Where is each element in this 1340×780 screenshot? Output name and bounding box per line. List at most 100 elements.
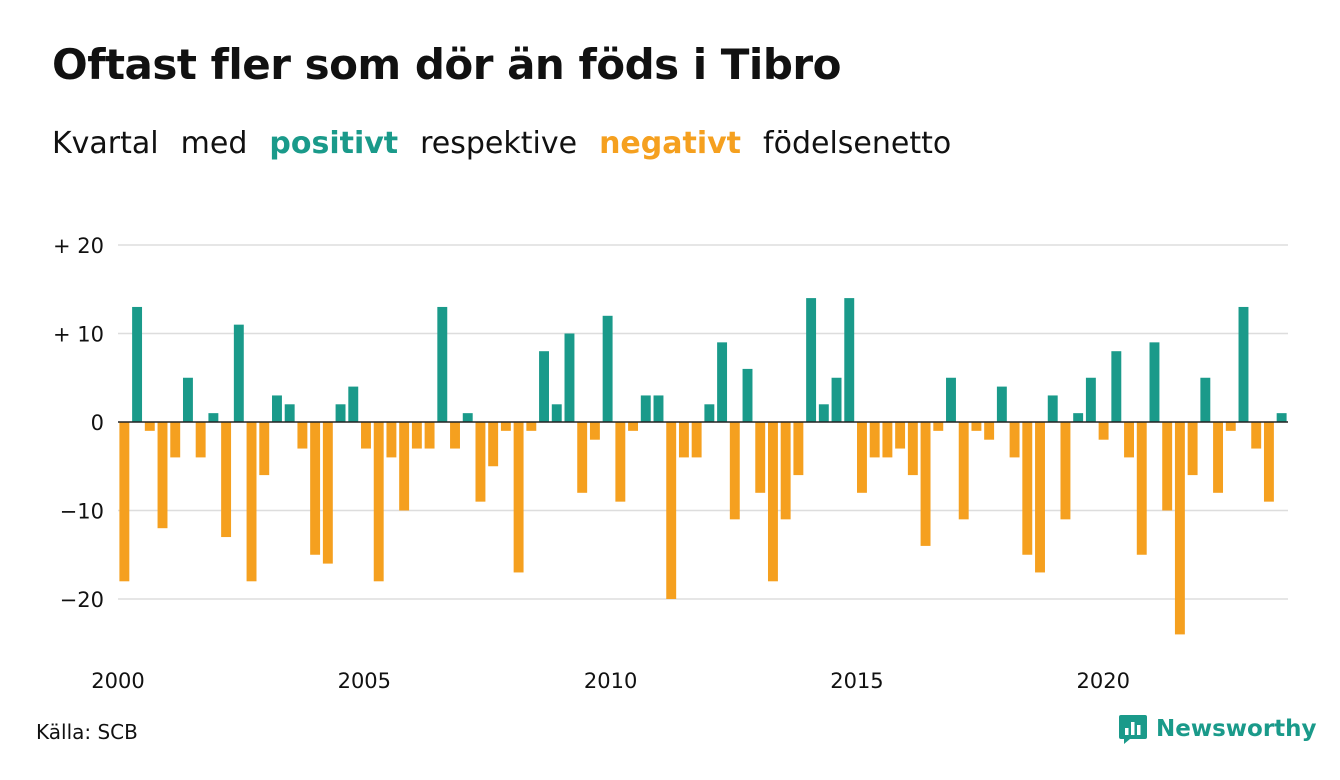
bar-2018-q4	[1073, 413, 1084, 422]
bar-2000-q3	[144, 422, 155, 431]
bar-2007-q4	[513, 422, 524, 573]
bar-2017-q3	[1009, 422, 1020, 458]
bar-2003-q2	[284, 404, 295, 422]
bar-2021-q1	[1187, 422, 1198, 476]
bar-2009-q3	[602, 315, 613, 422]
bar-2005-q3	[399, 422, 410, 511]
bar-2001-q3	[195, 422, 206, 458]
newsworthy-logo-icon	[1119, 715, 1147, 744]
bar-2014-q1	[831, 377, 842, 422]
brand-logo: Newsworthy	[1118, 713, 1317, 745]
bar-2018-q1	[1035, 422, 1045, 573]
bar-2007-q3	[500, 422, 511, 431]
bar-2002-q1	[221, 422, 232, 538]
x-tick-label: 2000	[91, 669, 144, 693]
axes: + 20 + 10 0 −10 −20 2000 2005 2010 2015 2020	[53, 234, 1288, 693]
bar-2014-q3	[857, 422, 867, 493]
bar-2011-q3	[704, 404, 715, 422]
bar-2011-q1	[678, 422, 689, 458]
bar-2010-q2	[640, 395, 651, 422]
legend-negative-label: negativt	[599, 126, 742, 161]
bar-2001-q1	[170, 422, 181, 458]
bar-2006-q2	[437, 306, 448, 422]
bar-2019-q2	[1098, 422, 1109, 440]
bar-2015-q2	[895, 422, 906, 449]
bar-2017-q4	[1022, 422, 1033, 555]
legend-positive-label: positivt	[269, 126, 399, 161]
bar-2013-q2	[793, 422, 804, 476]
bar-2011-q4	[717, 342, 728, 422]
bar-2007-q2	[488, 422, 499, 467]
bar-2012-q4	[767, 422, 778, 582]
x-tick-label: 2010	[584, 669, 637, 693]
brand-name: Newsworthy	[1156, 716, 1317, 742]
bar-2000-q2	[132, 306, 143, 422]
bar-2004-q2	[335, 404, 346, 422]
bars	[119, 298, 1287, 635]
bar-2005-q2	[386, 422, 397, 458]
bar-2012-q2	[742, 368, 753, 422]
subtitle-word-respektive: respektive	[420, 126, 578, 161]
bar-2010-q3	[653, 395, 664, 422]
bar-2008-q3	[551, 404, 562, 422]
chart-subtitle: Kvartal med positivt respektive negativt föde…	[52, 126, 973, 161]
bar-2013-q4	[818, 404, 829, 422]
bar-2003-q4	[310, 422, 321, 555]
bar-2012-q3	[755, 422, 766, 493]
bar-2016-q2	[946, 377, 956, 422]
y-tick-label: −10	[60, 500, 104, 524]
bar-2020-q1	[1136, 422, 1147, 555]
bar-2017-q1	[984, 422, 995, 440]
bar-2001-q2	[182, 377, 193, 422]
bar-2013-q1	[780, 422, 791, 520]
subtitle-word-med: med	[180, 126, 248, 161]
bar-2000-q1	[119, 422, 130, 582]
bar-2009-q4	[615, 422, 626, 502]
bar-2021-q2	[1200, 377, 1211, 422]
bar-2022-q1	[1238, 306, 1249, 422]
bar-2000-q4	[157, 422, 168, 529]
bar-2016-q1	[933, 422, 944, 431]
bar-2010-q1	[628, 422, 639, 431]
bar-2007-q1	[475, 422, 486, 502]
bar-2011-q2	[691, 422, 702, 458]
bar-2006-q1	[424, 422, 435, 449]
bar-2020-q3	[1162, 422, 1173, 511]
source-note: Källa: SCB	[36, 720, 138, 744]
bar-2003-q3	[297, 422, 308, 449]
bar-2014-q4	[869, 422, 880, 458]
bar-2002-q4	[259, 422, 270, 476]
y-tick-label: −20	[60, 588, 104, 612]
y-tick-label: + 10	[53, 323, 104, 347]
y-tick-label: + 20	[53, 234, 104, 258]
bar-2019-q3	[1111, 351, 1122, 422]
bar-2022-q2	[1251, 422, 1262, 449]
x-tick-label: 2020	[1077, 669, 1130, 693]
x-tick-label: 2005	[338, 669, 391, 693]
bar-2004-q1	[322, 422, 333, 564]
bar-2001-q4	[208, 413, 219, 422]
bar-2021-q4	[1225, 422, 1236, 431]
bar-2020-q4	[1174, 422, 1185, 635]
bar-2002-q3	[246, 422, 257, 582]
bar-2022-q4	[1276, 413, 1287, 422]
x-tick-label: 2015	[830, 669, 883, 693]
bar-2008-q4	[564, 333, 575, 422]
bar-2018-q2	[1047, 395, 1058, 422]
bar-2019-q1	[1085, 377, 1096, 422]
bar-2014-q2	[844, 298, 855, 422]
bar-2019-q4	[1124, 422, 1134, 458]
bar-2005-q1	[373, 422, 384, 582]
bar-2013-q3	[806, 298, 817, 422]
bar-2008-q1	[526, 422, 537, 431]
bar-2002-q2	[233, 324, 244, 422]
bar-2017-q2	[996, 386, 1007, 422]
subtitle-word-fodelsenetto: födelsenetto	[763, 126, 952, 161]
bar-2021-q3	[1213, 422, 1224, 493]
bar-2016-q4	[971, 422, 982, 431]
bar-2006-q4	[462, 413, 473, 422]
bar-2010-q4	[666, 422, 677, 599]
subtitle-word-kvartal: Kvartal	[52, 126, 159, 161]
bar-2009-q1	[577, 422, 588, 493]
